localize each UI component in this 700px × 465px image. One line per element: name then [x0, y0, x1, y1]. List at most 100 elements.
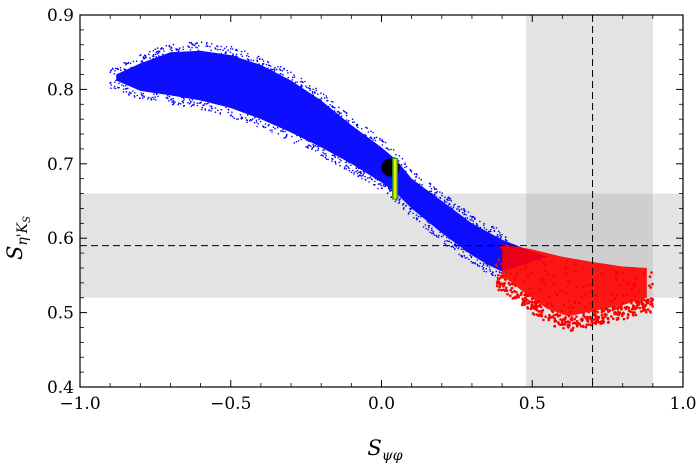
scatter-point: [220, 45, 222, 48]
scatter-point: [622, 278, 626, 282]
scatter-point: [429, 185, 431, 188]
scatter-point: [123, 62, 125, 64]
scatter-point: [368, 181, 370, 183]
scatter-point: [651, 282, 654, 286]
scatter-point: [110, 81, 112, 84]
scatter-point: [581, 267, 585, 270]
scatter-point: [334, 160, 337, 163]
scatter-point: [274, 66, 276, 69]
scatter-point: [125, 88, 128, 90]
scatter-point: [251, 118, 254, 120]
scatter-point: [587, 310, 591, 314]
scatter-point: [523, 297, 527, 300]
scatter-point: [461, 211, 464, 214]
scatter-point: [345, 119, 348, 121]
scatter-point: [523, 303, 526, 306]
scatter-point: [562, 326, 565, 330]
scatter-point: [535, 313, 539, 316]
scatter-point: [172, 100, 175, 103]
scatter-point: [129, 62, 132, 65]
scatter-point: [497, 274, 500, 277]
scatter-point: [579, 324, 583, 328]
scatter-point: [409, 210, 412, 213]
scatter-point: [633, 295, 636, 298]
scatter-point: [648, 310, 652, 313]
scatter-point: [643, 304, 647, 308]
scatter-point: [514, 278, 517, 281]
scatter-point: [208, 109, 211, 111]
scatter-point: [607, 320, 610, 324]
scatter-point: [644, 310, 648, 314]
scatter-point: [553, 291, 557, 294]
scatter-point: [162, 48, 165, 50]
scatter-point: [438, 234, 440, 237]
scatter-point: [128, 91, 131, 94]
scatter-point: [308, 85, 311, 87]
scatter-point: [261, 58, 264, 61]
scatter-point: [550, 302, 553, 306]
scatter-point: [253, 116, 256, 119]
scatter-point: [522, 267, 526, 271]
scatter-point: [648, 284, 651, 288]
scatter-point: [372, 138, 374, 141]
scatter-point: [584, 293, 587, 296]
scatter-point: [537, 299, 541, 303]
scatter-point: [220, 108, 223, 111]
scatter-point: [196, 42, 199, 44]
scatter-point: [177, 103, 179, 106]
benchmark-markers: [381, 157, 400, 200]
scatter-point: [250, 59, 252, 61]
scatter-point: [476, 263, 479, 266]
scatter-point: [206, 42, 208, 44]
scatter-point: [444, 243, 447, 246]
scatter-point: [229, 51, 232, 53]
scatter-point: [322, 155, 325, 157]
scatter-point: [348, 167, 350, 169]
scatter-point: [530, 297, 534, 301]
scatter-point: [588, 291, 591, 295]
scatter-point: [199, 102, 202, 104]
scatter-point: [168, 45, 171, 48]
scatter-point: [504, 238, 507, 241]
scatter-point: [308, 87, 310, 89]
scatter-point: [582, 312, 585, 315]
scatter-point: [625, 293, 629, 296]
scatter-point: [171, 101, 173, 103]
scatter-point: [466, 217, 469, 219]
scatter-point: [497, 258, 501, 262]
scatter-point: [413, 173, 416, 175]
scatter-point: [133, 95, 136, 97]
scatter-point: [309, 89, 312, 91]
scatter-point: [602, 316, 605, 320]
scatter-point: [300, 80, 302, 83]
scatter-point: [300, 77, 303, 80]
scatter-point: [553, 320, 556, 323]
scatter-point: [482, 268, 484, 270]
scatter-point: [210, 110, 212, 112]
scatter-point: [496, 233, 499, 236]
scatter-point: [356, 172, 359, 175]
scatter-point: [495, 227, 498, 229]
scatter-point: [374, 180, 376, 183]
scatter-point: [167, 94, 169, 97]
scatter-point: [401, 157, 404, 160]
scatter-point: [255, 121, 258, 123]
scatter-point: [510, 286, 514, 290]
scatter-point: [110, 69, 113, 71]
scatter-point: [313, 91, 316, 93]
scatter-point: [565, 259, 569, 263]
scatter-point: [281, 130, 283, 132]
scatter-point: [436, 235, 438, 238]
scatter-point: [117, 86, 119, 89]
scatter-point: [139, 54, 141, 57]
scatter-point: [325, 95, 328, 97]
scatter-point: [181, 100, 184, 103]
scatter-point: [524, 293, 527, 296]
scatter-point: [327, 158, 329, 161]
scatter-point: [404, 162, 406, 164]
scatter-point: [634, 277, 637, 280]
scatter-point: [329, 104, 331, 106]
scatter-point: [463, 255, 466, 257]
scatter-point: [567, 314, 571, 318]
scatter-point: [439, 231, 441, 234]
